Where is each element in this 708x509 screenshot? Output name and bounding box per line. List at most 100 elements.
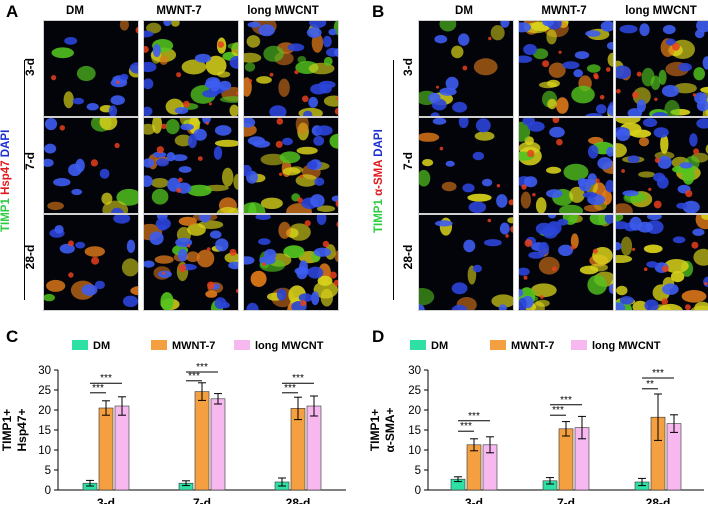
micrograph-image: [616, 21, 708, 116]
x-tick-label: 7-d: [557, 496, 575, 504]
micrograph-image: [144, 215, 238, 310]
stain-red-label: α-SMA: [373, 159, 385, 196]
y-tick-label: 5: [415, 465, 421, 477]
micrograph-image: [616, 215, 708, 310]
significance-label: ***: [92, 383, 104, 394]
y-tick-label: 30: [408, 365, 421, 377]
y-tick-label: 0: [415, 485, 421, 497]
x-tick-label: 3-d: [97, 496, 115, 504]
micrograph-image: [244, 118, 338, 213]
y-tick-label: 15: [38, 425, 51, 437]
chart-d-svg: DM MWNT-7 long MWCNT 0 5 10 15 20 25 30 TIMP1+α-SM…: [368, 340, 704, 509]
significance-label: ***: [652, 368, 664, 379]
micrograph-image: [44, 21, 138, 116]
bar: [558, 428, 574, 491]
panel-a-row-7d: 7-d: [23, 152, 37, 170]
panel-b-row-line: [393, 60, 394, 300]
x-tick-label: 7-d: [193, 496, 211, 504]
significance-label: **: [646, 379, 654, 390]
micrograph-a-7d-mwnt7: [143, 117, 239, 214]
micrograph-image: [44, 215, 138, 310]
stain-blue-label: DAPI: [373, 129, 385, 157]
panel-letter-b: B: [372, 2, 385, 21]
micrograph-a-28d-mwnt7: [143, 214, 239, 311]
y-axis-label: TIMP1+α-SMA+: [368, 407, 397, 452]
y-tick-label: 20: [38, 405, 51, 417]
significance-label: ***: [460, 421, 472, 432]
bar: [666, 423, 682, 491]
stain-red-label: Hsp47: [0, 160, 12, 195]
x-tick-label: 3-d: [465, 496, 483, 504]
y-tick-label: 15: [408, 425, 421, 437]
micrograph-image: [144, 21, 238, 116]
micrograph-image: [419, 21, 513, 116]
stain-blue-label: DAPI: [0, 129, 12, 158]
micrograph-b-7d-dm: [418, 117, 514, 214]
legend-label: MWNT-7: [172, 340, 215, 352]
y-tick-label: 0: [45, 485, 51, 497]
significance-label: ***: [100, 373, 112, 384]
panel-b-stain-label: TIMP1 α-SMA DAPI: [373, 129, 385, 233]
micrograph-a-3d-mwnt7: [143, 20, 239, 117]
micrograph-image: [519, 215, 613, 310]
chart-d: DM MWNT-7 long MWCNT 0 5 10 15 20 25 30 TIMP1+α-SM…: [366, 332, 708, 509]
significance-label: ***: [552, 405, 564, 416]
micrograph-image: [519, 118, 613, 213]
panel-a-row-28d: 28-d: [23, 244, 37, 270]
micrograph-b-3d-mwnt7: [518, 20, 614, 117]
panel-b-col-long-mwcnt: long MWCNT: [625, 5, 697, 17]
panel-b-row-3d: 3-d: [401, 58, 415, 76]
panel-a-col-long-mwcnt: long MWCNT: [247, 5, 319, 17]
panel-a-col-mwnt7: MWNT-7: [156, 5, 202, 17]
x-tick-label: 28-d: [286, 496, 311, 504]
panel-letter-d: D: [372, 327, 385, 346]
y-tick-label: 25: [38, 385, 51, 397]
panel-a-col-dm: DM: [66, 5, 84, 17]
significance-label: ***: [284, 383, 296, 394]
legend-swatch: [234, 340, 250, 350]
micrograph-image: [519, 21, 613, 116]
legend-swatch: [72, 340, 88, 350]
bar: [306, 405, 322, 491]
legend-swatch: [571, 340, 587, 350]
micrograph-image: [144, 118, 238, 213]
micrograph-image: [419, 118, 513, 213]
chart-c-svg: DM MWNT-7 long MWCNT 0 5 10 15 20 25 30 TIMP1+Hsp4…: [0, 340, 346, 509]
bar: [98, 407, 114, 491]
panel-letter-a: A: [6, 2, 19, 21]
micrograph-image: [244, 21, 338, 116]
panel-b-col-mwnt7: MWNT-7: [541, 5, 587, 17]
bar: [194, 391, 210, 491]
chart-c: DM MWNT-7 long MWCNT 0 5 10 15 20 25 30 TIMP1+Hsp4…: [0, 332, 350, 509]
significance-label: ***: [188, 371, 200, 382]
micrograph-a-3d-long-mwcnt: [243, 20, 339, 117]
stain-green-label: TIMP1: [0, 198, 12, 232]
legend-label: DM: [431, 340, 448, 352]
bar: [466, 444, 482, 491]
micrograph-a-28d-long-mwcnt: [243, 214, 339, 311]
y-tick-label: 20: [408, 405, 421, 417]
bar: [290, 408, 306, 491]
micrograph-a-7d-dm: [43, 117, 139, 214]
micrograph-a-28d-dm: [43, 214, 139, 311]
panel-b-col-dm: DM: [455, 5, 473, 17]
bar: [210, 398, 226, 491]
micrograph-b-7d-mwnt7: [518, 117, 614, 214]
micrograph-image: [244, 215, 338, 310]
micrograph-a-7d-long-mwcnt: [243, 117, 339, 214]
significance-label: ***: [196, 362, 208, 373]
panel-b-row-7d: 7-d: [401, 152, 415, 170]
legend-label: long MWCNT: [592, 340, 661, 352]
legend-label: MWNT-7: [511, 340, 554, 352]
micrograph-b-28d-mwnt7: [518, 214, 614, 311]
stain-green-label: TIMP1: [373, 199, 385, 233]
panel-b-row-28d: 28-d: [401, 244, 415, 270]
micrograph-b-3d-long-mwcnt: [615, 20, 708, 117]
y-axis-label: TIMP1+Hsp47+: [0, 408, 29, 451]
panel-a-stain-label: TIMP1 Hsp47 DAPI: [0, 130, 12, 232]
micrograph-image: [419, 215, 513, 310]
micrograph-b-7d-long-mwcnt: [615, 117, 708, 214]
micrograph-a-3d-dm: [43, 20, 139, 117]
significance-label: ***: [560, 395, 572, 406]
x-tick-label: 28-d: [646, 496, 671, 504]
